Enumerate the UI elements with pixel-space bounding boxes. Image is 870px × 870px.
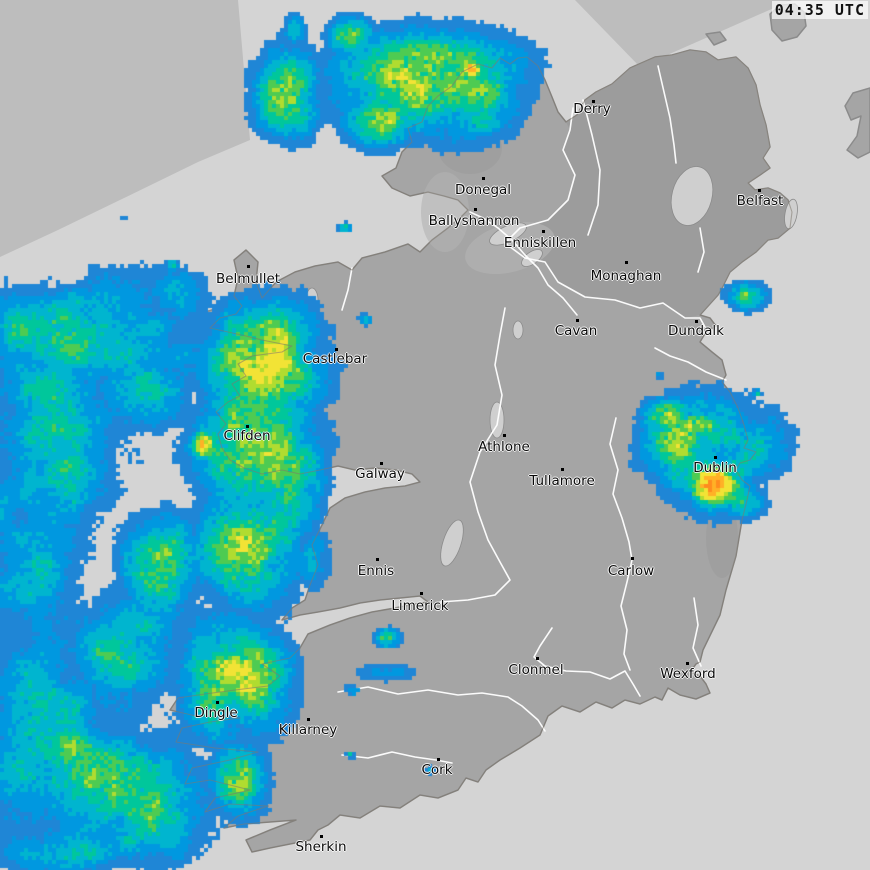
coastline-overlay-path: [169, 49, 793, 853]
city-marker-athlone: [503, 434, 506, 437]
city-label-ennis: Ennis: [357, 563, 395, 579]
city-marker-cavan: [576, 319, 579, 322]
city-marker-belmullet: [247, 265, 250, 268]
city-marker-derry: [592, 100, 595, 103]
city-marker-limerick: [420, 592, 423, 595]
city-label-cavan: Cavan: [554, 323, 598, 339]
city-label-athlone: Athlone: [478, 439, 530, 455]
city-label-dundalk: Dundalk: [668, 323, 724, 339]
city-marker-enniskillen: [542, 230, 545, 233]
city-label-limerick: Limerick: [391, 598, 449, 614]
city-label-galway: Galway: [355, 466, 405, 482]
city-label-monaghan: Monaghan: [590, 268, 662, 284]
city-label-donegal: Donegal: [454, 182, 512, 198]
city-marker-ennis: [376, 558, 379, 561]
city-label-clonmel: Clonmel: [508, 662, 564, 678]
city-marker-tullamore: [561, 468, 564, 471]
city-label-ballyshannon: Ballyshannon: [428, 213, 520, 229]
city-marker-ballyshannon: [474, 208, 477, 211]
city-label-belmullet: Belmullet: [215, 271, 281, 287]
city-label-dingle: Dingle: [194, 705, 238, 721]
city-marker-castlebar: [335, 348, 338, 351]
city-label-clifden: Clifden: [223, 428, 271, 444]
city-marker-dublin: [714, 456, 717, 459]
city-marker-sherkin: [320, 835, 323, 838]
city-label-cork: Cork: [421, 762, 453, 778]
city-label-carlow: Carlow: [607, 563, 655, 579]
city-marker-monaghan: [625, 261, 628, 264]
city-marker-wexford: [686, 662, 689, 665]
city-label-tullamore: Tullamore: [529, 473, 595, 489]
city-label-sherkin: Sherkin: [295, 839, 347, 855]
city-marker-dundalk: [695, 320, 698, 323]
city-label-derry: Derry: [573, 101, 611, 117]
city-marker-belfast: [758, 189, 761, 192]
city-marker-galway: [380, 462, 383, 465]
city-marker-dingle: [216, 701, 219, 704]
city-marker-donegal: [482, 177, 485, 180]
city-marker-cork: [437, 758, 440, 761]
city-label-wexford: Wexford: [660, 666, 716, 682]
city-label-dublin: Dublin: [693, 460, 737, 476]
timestamp-label: 04:35 UTC: [771, 1, 868, 19]
city-marker-killarney: [307, 718, 310, 721]
city-marker-clifden: [246, 425, 249, 428]
city-marker-carlow: [631, 557, 634, 560]
city-marker-clonmel: [536, 657, 539, 660]
city-label-killarney: Killarney: [278, 722, 338, 738]
city-label-belfast: Belfast: [736, 193, 784, 209]
city-label-castlebar: Castlebar: [302, 351, 368, 367]
city-label-enniskillen: Enniskillen: [503, 235, 577, 251]
